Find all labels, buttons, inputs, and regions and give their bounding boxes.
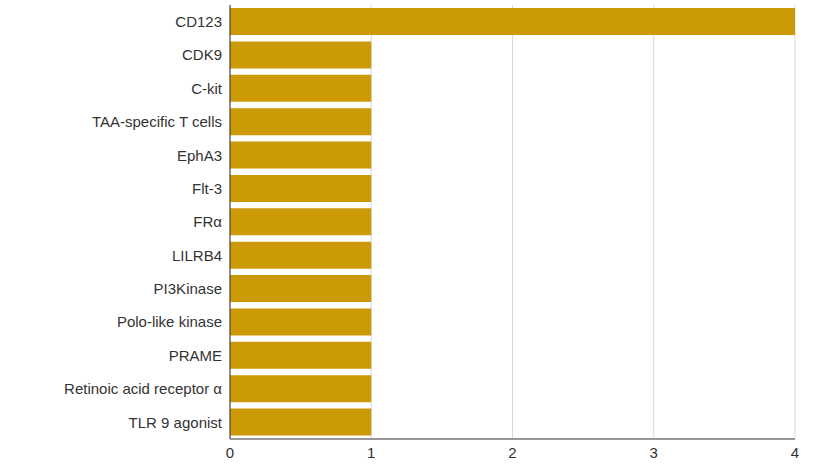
svg-text:Retinoic acid receptor α: Retinoic acid receptor α xyxy=(64,380,222,397)
svg-text:4: 4 xyxy=(791,444,799,461)
svg-text:CDK9: CDK9 xyxy=(182,46,222,63)
svg-text:C-kit: C-kit xyxy=(191,80,223,97)
svg-text:TAA-specific T cells: TAA-specific T cells xyxy=(92,113,222,130)
svg-text:0: 0 xyxy=(226,444,234,461)
svg-text:3: 3 xyxy=(650,444,658,461)
svg-text:CD123: CD123 xyxy=(175,13,222,30)
svg-text:FRα: FRα xyxy=(193,213,222,230)
svg-text:1: 1 xyxy=(367,444,375,461)
svg-text:PI3Kinase: PI3Kinase xyxy=(154,280,222,297)
svg-text:PRAME: PRAME xyxy=(169,347,222,364)
svg-text:TLR 9 agonist: TLR 9 agonist xyxy=(129,414,223,431)
svg-text:Polo-like kinase: Polo-like kinase xyxy=(117,313,222,330)
svg-text:EphA3: EphA3 xyxy=(177,147,222,164)
svg-text:2: 2 xyxy=(508,444,516,461)
svg-text:Flt-3: Flt-3 xyxy=(192,180,222,197)
svg-text:LILRB4: LILRB4 xyxy=(172,247,222,264)
